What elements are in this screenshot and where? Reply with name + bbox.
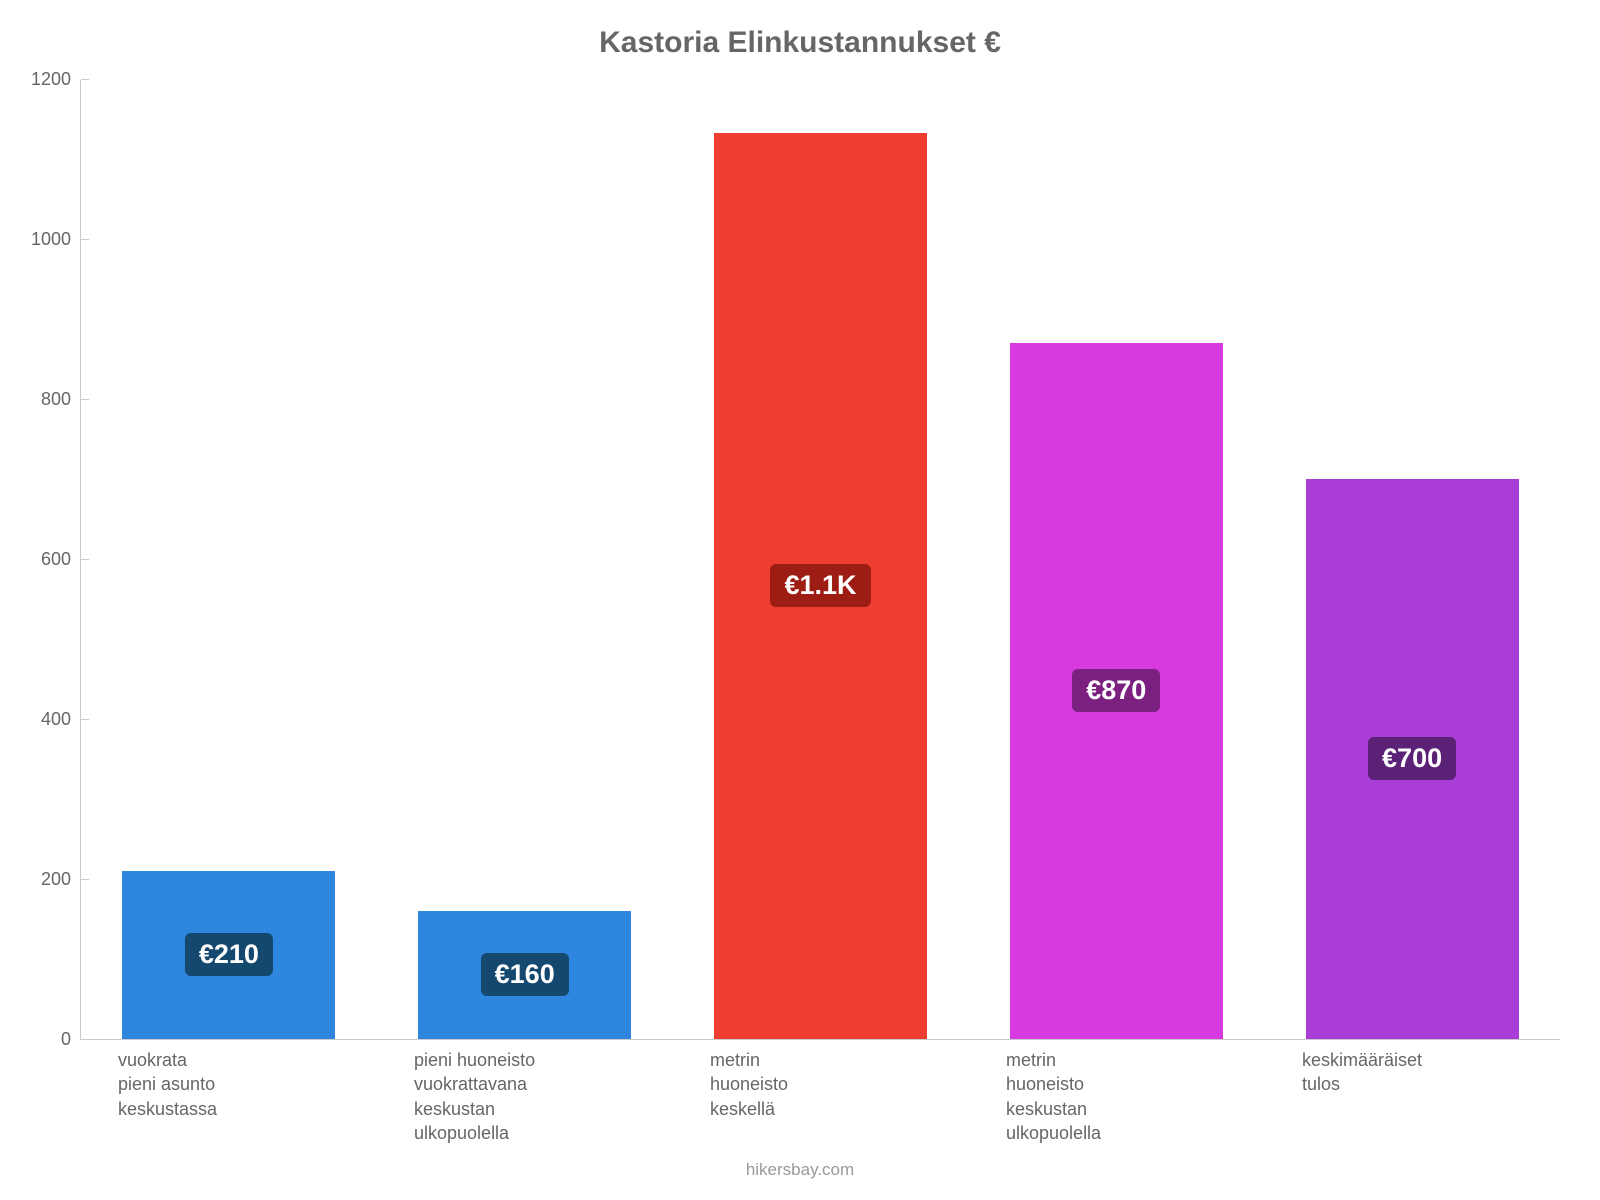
y-tick-label: 1200 xyxy=(31,69,71,90)
bar: €160 xyxy=(418,911,631,1039)
bar-slot: €160 xyxy=(377,80,673,1039)
x-axis-labels: vuokratapieni asuntokeskustassapieni huo… xyxy=(80,1048,1560,1145)
value-badge: €1.1K xyxy=(770,564,870,607)
plot-area: 020040060080010001200 €210€160€1.1K€870€… xyxy=(80,80,1560,1040)
bar-slot: €210 xyxy=(81,80,377,1039)
value-badge: €700 xyxy=(1368,737,1456,780)
x-axis-label: metrinhuoneistokeskellä xyxy=(672,1048,968,1145)
bars-group: €210 €160 €1.1K €870 €700 xyxy=(81,80,1560,1039)
y-tick-label: 800 xyxy=(41,389,71,410)
bar: €210 xyxy=(122,871,335,1039)
bar-slot: €700 xyxy=(1264,80,1560,1039)
bar-slot: €870 xyxy=(968,80,1264,1039)
x-axis-label: keskimääräisettulos xyxy=(1264,1048,1560,1145)
y-tick-label: 600 xyxy=(41,549,71,570)
credit-text: hikersbay.com xyxy=(0,1160,1600,1180)
y-tick-label: 1000 xyxy=(31,229,71,250)
bar: €1.1K xyxy=(714,133,927,1039)
chart-container: Kastoria Elinkustannukset € 0 200 400 600 80… xyxy=(0,0,1600,1200)
value-badge: €210 xyxy=(185,933,273,976)
bar: €870 xyxy=(1010,343,1223,1039)
x-axis-label: metrinhuoneistokeskustanulkopuolella xyxy=(968,1048,1264,1145)
x-axis-label: pieni huoneistovuokrattavanakeskustanulk… xyxy=(376,1048,672,1145)
y-tick-label: 200 xyxy=(41,869,71,890)
y-tick-label: 400 xyxy=(41,709,71,730)
value-badge: €160 xyxy=(481,953,569,996)
chart-title: Kastoria Elinkustannukset € xyxy=(0,26,1600,60)
bar-slot: €1.1K xyxy=(673,80,969,1039)
y-tick-label: 0 xyxy=(61,1029,71,1050)
value-badge: €870 xyxy=(1072,669,1160,712)
y-tick-mark xyxy=(81,1039,89,1040)
bar: €700 xyxy=(1306,479,1519,1039)
x-axis-label: vuokratapieni asuntokeskustassa xyxy=(80,1048,376,1145)
